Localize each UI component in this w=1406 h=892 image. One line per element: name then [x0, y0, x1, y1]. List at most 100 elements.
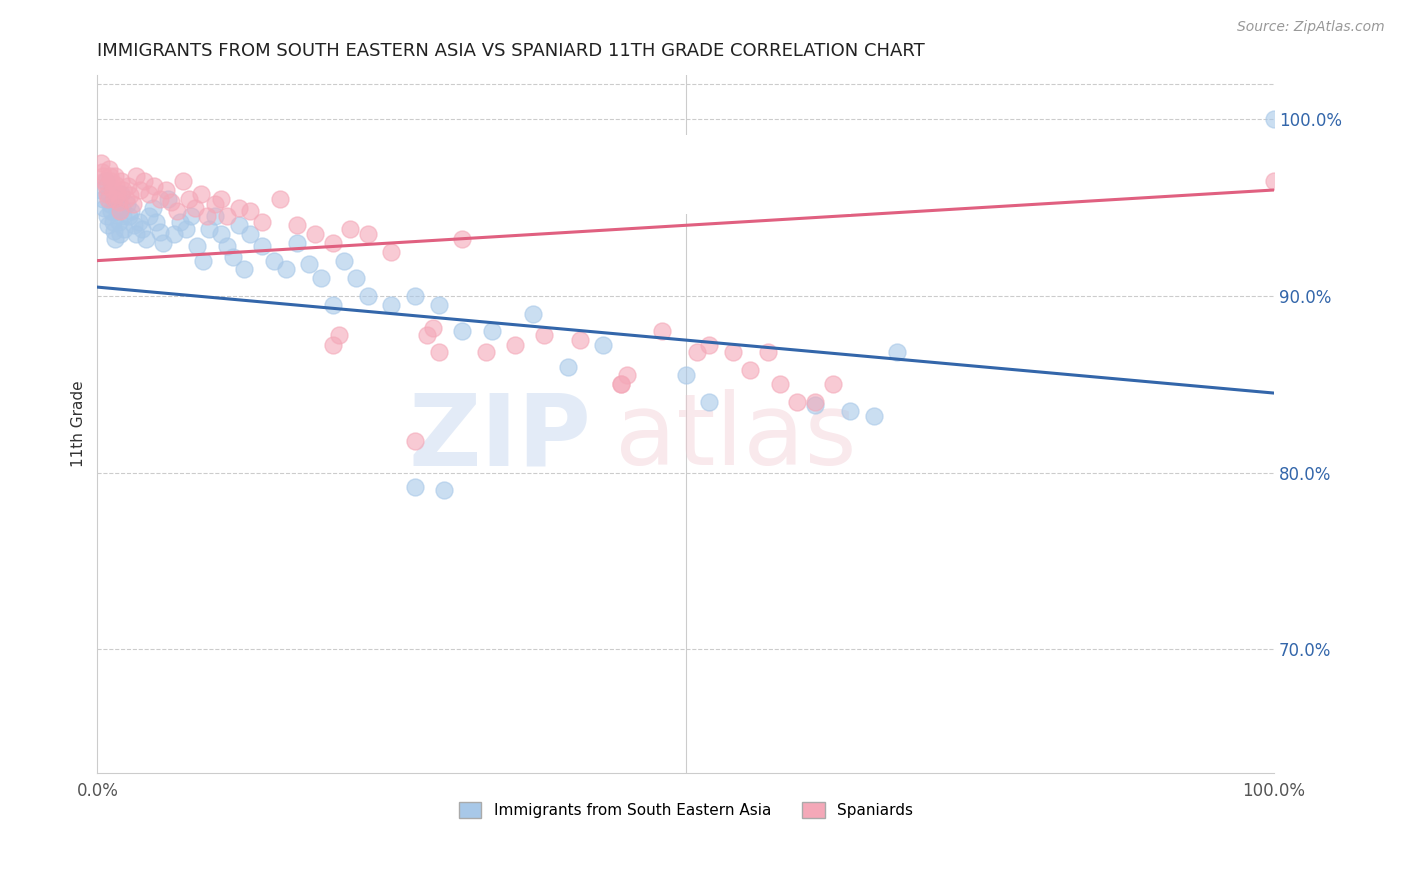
- Point: [186, 239, 208, 253]
- Point: [134, 174, 156, 188]
- Text: IMMIGRANTS FROM SOUTH EASTERN ASIA VS SPANIARD 11TH GRADE CORRELATION CHART: IMMIGRANTS FROM SOUTH EASTERN ASIA VS SP…: [97, 42, 925, 60]
- Point: [404, 289, 426, 303]
- Text: N =: N =: [754, 146, 792, 164]
- Point: [1263, 174, 1285, 188]
- Point: [110, 174, 132, 188]
- Text: -0.121: -0.121: [690, 146, 749, 164]
- FancyBboxPatch shape: [600, 138, 644, 171]
- Text: 75: 75: [790, 146, 813, 164]
- Point: [149, 192, 172, 206]
- Point: [250, 215, 273, 229]
- Point: [328, 327, 350, 342]
- Point: [103, 224, 125, 238]
- Point: [90, 183, 112, 197]
- Point: [686, 345, 709, 359]
- Point: [592, 338, 614, 352]
- Point: [138, 210, 160, 224]
- FancyBboxPatch shape: [600, 177, 644, 210]
- Point: [451, 324, 474, 338]
- Point: [1263, 112, 1285, 127]
- Point: [117, 179, 139, 194]
- Point: [769, 377, 792, 392]
- Text: 0.098: 0.098: [690, 184, 742, 202]
- Point: [128, 183, 150, 197]
- Point: [121, 204, 143, 219]
- Point: [98, 197, 121, 211]
- Point: [166, 204, 188, 219]
- Point: [121, 197, 143, 211]
- Point: [863, 409, 886, 423]
- Point: [105, 186, 128, 201]
- Point: [697, 338, 720, 352]
- Point: [533, 327, 555, 342]
- Point: [322, 338, 344, 352]
- Point: [94, 179, 117, 194]
- Point: [427, 298, 450, 312]
- Point: [97, 192, 120, 206]
- Point: [112, 183, 135, 197]
- Point: [160, 195, 183, 210]
- Point: [174, 222, 197, 236]
- Point: [756, 345, 779, 359]
- Text: Source: ZipAtlas.com: Source: ZipAtlas.com: [1237, 20, 1385, 34]
- Point: [839, 403, 862, 417]
- Point: [287, 235, 309, 250]
- Point: [101, 215, 124, 229]
- Point: [90, 156, 112, 170]
- Point: [105, 204, 128, 219]
- Point: [184, 201, 207, 215]
- Point: [110, 186, 132, 201]
- Point: [107, 195, 129, 210]
- Point: [287, 219, 309, 233]
- Text: R =: R =: [651, 146, 688, 164]
- Point: [804, 395, 827, 409]
- Point: [228, 201, 250, 215]
- Point: [344, 271, 367, 285]
- Point: [155, 183, 177, 197]
- Point: [145, 215, 167, 229]
- Point: [721, 345, 744, 359]
- Point: [96, 210, 118, 224]
- Point: [198, 222, 221, 236]
- Point: [610, 377, 633, 392]
- Point: [163, 227, 186, 241]
- Point: [180, 210, 202, 224]
- Point: [357, 227, 380, 241]
- Point: [821, 377, 844, 392]
- Point: [422, 320, 444, 334]
- Point: [96, 186, 118, 201]
- Point: [357, 289, 380, 303]
- Legend: Immigrants from South Eastern Asia, Spaniards: Immigrants from South Eastern Asia, Span…: [453, 797, 920, 824]
- Point: [675, 368, 697, 383]
- Point: [94, 174, 117, 188]
- FancyBboxPatch shape: [591, 133, 856, 215]
- Point: [204, 197, 226, 211]
- Point: [250, 239, 273, 253]
- Point: [616, 368, 638, 383]
- Point: [427, 345, 450, 359]
- Point: [125, 169, 148, 183]
- Point: [142, 179, 165, 194]
- Point: [111, 201, 134, 215]
- Point: [309, 271, 332, 285]
- Point: [152, 235, 174, 250]
- Point: [138, 186, 160, 201]
- Point: [404, 480, 426, 494]
- Point: [103, 192, 125, 206]
- Point: [125, 227, 148, 241]
- Point: [98, 186, 121, 201]
- Point: [131, 222, 153, 236]
- Point: [228, 219, 250, 233]
- Point: [804, 399, 827, 413]
- Point: [93, 201, 115, 215]
- Point: [91, 165, 114, 179]
- Point: [204, 210, 226, 224]
- Point: [503, 338, 526, 352]
- Point: [557, 359, 579, 374]
- Point: [522, 307, 544, 321]
- Text: N =: N =: [754, 184, 792, 202]
- Point: [91, 192, 114, 206]
- Point: [105, 178, 128, 192]
- Text: ZIP: ZIP: [409, 390, 592, 486]
- Point: [568, 333, 591, 347]
